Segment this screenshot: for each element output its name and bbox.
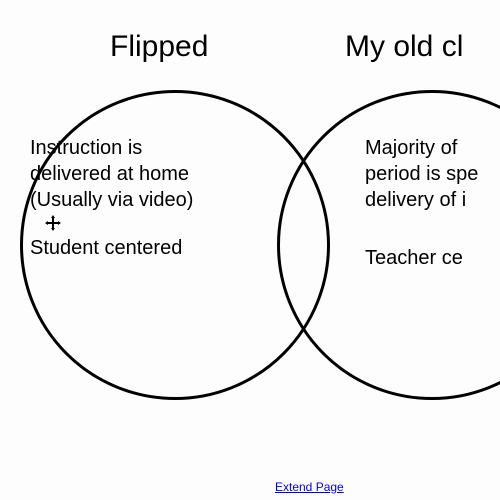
right-text-2: Teacher ce — [365, 245, 463, 271]
left-text-2: Student centered — [30, 235, 182, 261]
right-text-1: Majority of period is spe delivery of i — [365, 135, 478, 213]
right-title: My old cl — [345, 30, 463, 64]
move-cursor-icon — [45, 215, 61, 236]
extend-page-link[interactable]: Extend Page — [275, 480, 344, 494]
left-title: Flipped — [110, 30, 208, 64]
venn-diagram: Flipped My old cl Instruction is deliver… — [0, 0, 500, 500]
left-text-1: Instruction is delivered at home (Usuall… — [30, 135, 193, 213]
